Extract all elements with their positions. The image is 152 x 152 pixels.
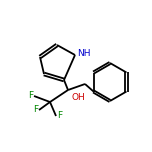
Text: OH: OH xyxy=(72,93,86,102)
Text: F: F xyxy=(57,112,62,121)
Text: NH: NH xyxy=(77,50,90,59)
Text: F: F xyxy=(33,105,38,114)
Text: F: F xyxy=(28,92,33,100)
